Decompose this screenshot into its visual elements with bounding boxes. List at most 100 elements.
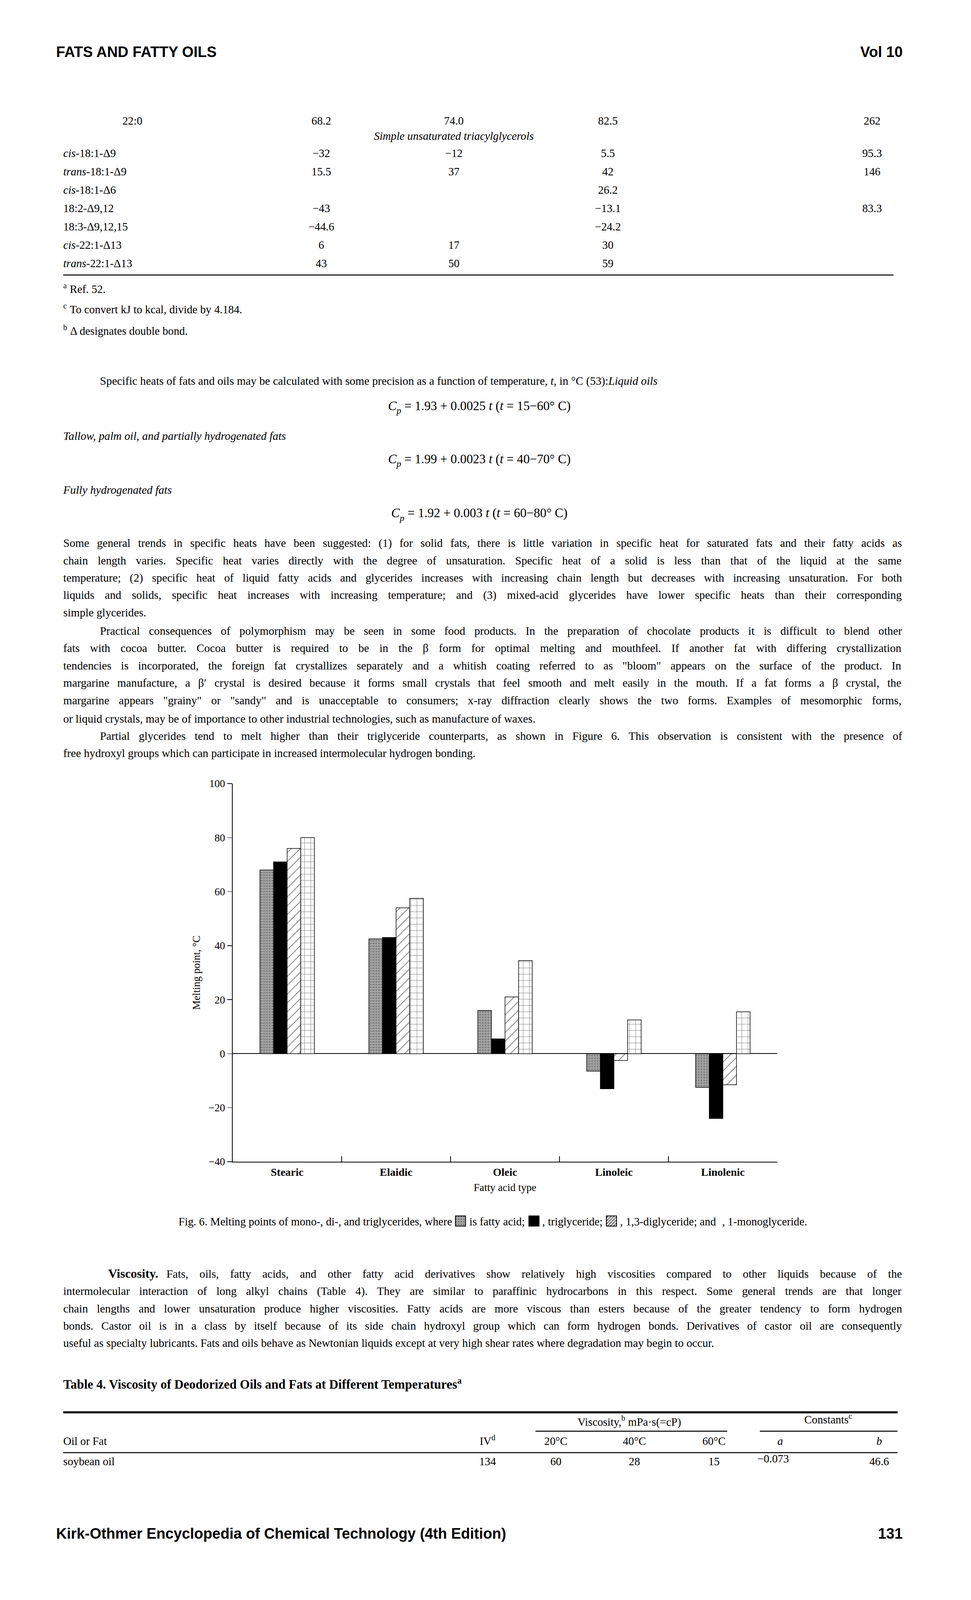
html-text:temperature; (2) specific heat: temperature; (2) specific heat of liquid…: [63, 571, 903, 584]
html-text:FATS AND FATTY OILS: FATS AND FATTY OILS: [56, 44, 217, 61]
html-text:simple glycerides.: simple glycerides.: [63, 606, 147, 619]
html-text:95.3: 95.3: [862, 146, 882, 159]
html-text:b Δ designates double bond.: b Δ designates double bond.: [63, 322, 188, 337]
html-text:−0.073: −0.073: [757, 1451, 789, 1464]
html-text:tendencies is incorporated, th: tendencies is incorporated, the foreign …: [63, 658, 902, 672]
svg-text:Stearic: Stearic: [270, 1165, 304, 1178]
html-text:Cp = 1.93 + 0.0025 t (t = 15−6: Cp = 1.93 + 0.0025 t (t = 15−60° C): [388, 398, 571, 416]
html-text:146: 146: [863, 164, 881, 178]
html-text:Simple unsaturated triacylglyc: Simple unsaturated triacylglycerols: [373, 129, 534, 142]
svg-text:40: 40: [214, 939, 226, 952]
html-text:Tallow, palm oil, and partiall: Tallow, palm oil, and partially hydrogen…: [63, 429, 286, 442]
svg-text:Oleic: Oleic: [492, 1165, 517, 1178]
html-text:intermolecular interaction of: intermolecular interaction of long alkyl…: [63, 1283, 902, 1297]
svg-text:−40: −40: [208, 1155, 225, 1167]
html-text:5.5: 5.5: [600, 146, 615, 159]
svg-text:80: 80: [214, 831, 226, 844]
svg-text:Linolenic: Linolenic: [700, 1165, 745, 1178]
html-text:Vol 10: Vol 10: [860, 44, 903, 61]
html-text:Practical consequences of poly: Practical consequences of polymorphism m…: [99, 623, 902, 637]
svg-text:Fatty acid type: Fatty acid type: [473, 1181, 537, 1193]
html-text:cis- 22:1-Δ13: cis- 22:1-Δ13: [63, 238, 122, 251]
html-text:18:3-Δ9,12,15: 18:3-Δ9,12,15: [63, 220, 128, 233]
html-text:15: 15: [708, 1454, 720, 1467]
html-text:43: 43: [315, 256, 327, 270]
svg-text:20: 20: [214, 993, 226, 1006]
html-text:Cp = 1.92 + 0.003 t (t = 60−80: Cp = 1.92 + 0.003 t (t = 60−80° C): [391, 505, 568, 523]
html-text:82.5: 82.5: [598, 113, 618, 127]
html-text:−12: −12: [445, 146, 463, 159]
html-text:15.5: 15.5: [311, 164, 332, 178]
html-text:68.2: 68.2: [311, 113, 332, 127]
html-text:74.0: 74.0: [444, 113, 464, 127]
html-text:bonds. Castor oil is in a clas: bonds. Castor oil is in a class by itsel…: [63, 1318, 902, 1332]
html-text:margarine appears "grainy" or: margarine appears "grainy" or "sandy" an…: [63, 693, 902, 707]
html-text:free hydroxyl groups which can: free hydroxyl groups which can participa…: [63, 746, 476, 759]
html-text:c To convert kJ to kcal, divid: c To convert kJ to kcal, divide by 4.184…: [63, 300, 243, 315]
html-text:42: 42: [602, 164, 614, 178]
svg-text:Linoleic: Linoleic: [595, 1165, 633, 1178]
html-text:chain lengths and lower unsatu: chain lengths and lower unsaturation pro…: [63, 1301, 903, 1314]
html-text:20°C: 20°C: [544, 1433, 568, 1447]
html-text:useful as specialty lubricants: useful as specialty lubricants. Fats and…: [63, 1336, 715, 1349]
html-text:−32: −32: [312, 146, 331, 159]
html-text:−13.1: −13.1: [594, 201, 621, 214]
html-text:, 1,3-diglyceride; and: , 1,3-diglyceride; and: [620, 1214, 716, 1227]
svg-text:Melting point, °C: Melting point, °C: [190, 935, 203, 1010]
html-text:30: 30: [602, 238, 614, 251]
html-text:Kirk-Othmer Encyclopedia of Ch: Kirk-Othmer Encyclopedia of Chemical Tec…: [56, 1524, 507, 1542]
html-text:60°C: 60°C: [702, 1433, 726, 1447]
svg-text:60: 60: [214, 885, 226, 898]
html-text:IVd: IVd: [479, 1432, 496, 1447]
svg-text:−20: −20: [208, 1101, 225, 1114]
html-text:17: 17: [448, 238, 460, 251]
html-text:Constantsc: Constantsc: [804, 1410, 853, 1425]
html-text:6: 6: [318, 238, 325, 251]
html-text:−44.6: −44.6: [308, 220, 335, 233]
html-text:−43: −43: [312, 201, 331, 214]
html-text:Specific heats of fats and oil: Specific heats of fats and oils may be c…: [99, 373, 658, 387]
html-text:131: 131: [877, 1524, 903, 1542]
html-text:, 1-monoglyceride.: , 1-monoglyceride.: [722, 1214, 808, 1227]
html-text:50: 50: [448, 256, 460, 270]
html-text:59: 59: [602, 256, 614, 270]
html-text:Oil or Fat: Oil or Fat: [63, 1433, 107, 1447]
html-text:trans- 18:1-Δ9: trans- 18:1-Δ9: [63, 164, 127, 178]
html-text:26.2: 26.2: [598, 183, 618, 196]
html-text:Fully hydrogenated fats: Fully hydrogenated fats: [63, 483, 172, 496]
html-text:Fats, oils, fatty acids, and o: Fats, oils, fatty acids, and other fatty…: [166, 1266, 903, 1279]
svg-text:100: 100: [209, 777, 226, 790]
html-text:chain length varies. Specific: chain length varies. Specific heat varie…: [63, 553, 902, 566]
html-text:trans- 22:1-Δ13: trans- 22:1-Δ13: [63, 256, 133, 270]
html-text:37: 37: [448, 164, 460, 178]
html-text:is fatty acid;: is fatty acid;: [469, 1214, 525, 1227]
html-text:46.6: 46.6: [869, 1454, 890, 1467]
html-text:Table 4. Viscosity of Deodoriz: Table 4. Viscosity of Deodorized Oils an…: [63, 1374, 462, 1391]
html-text:Cp = 1.99 + 0.0023 t (t = 40−7: Cp = 1.99 + 0.0023 t (t = 40−70° C): [388, 451, 571, 469]
html-text:margarine manufacture, a β′ cr: margarine manufacture, a β′ crystal is d…: [63, 676, 902, 689]
html-text:Viscosity.: Viscosity.: [108, 1265, 159, 1280]
html-text:Some general trends in specifi: Some general trends in specific heats ha…: [63, 536, 902, 549]
html-text:18:2-Δ9,12: 18:2-Δ9,12: [63, 201, 114, 214]
html-text:60: 60: [550, 1454, 562, 1467]
html-text:cis- 18:1-Δ9: cis- 18:1-Δ9: [63, 146, 116, 159]
html-text:or liquid crystals, may be of: or liquid crystals, may be of importance…: [63, 711, 536, 724]
html-text:a Ref. 52.: a Ref. 52.: [63, 280, 106, 295]
html-text:262: 262: [863, 113, 881, 127]
html-text:cis- 18:1-Δ6: cis- 18:1-Δ6: [63, 183, 116, 196]
html-text:28: 28: [628, 1454, 641, 1467]
html-text:soybean oil: soybean oil: [63, 1454, 115, 1467]
html-text:Partial glycerides tend to mel: Partial glycerides tend to melt higher t…: [99, 729, 903, 742]
html-text:83.3: 83.3: [862, 201, 882, 214]
html-text:liquids and solids, specific h: liquids and solids, specific heat increa…: [63, 588, 902, 601]
html-text:−24.2: −24.2: [594, 220, 621, 233]
svg-text:Elaidic: Elaidic: [379, 1165, 413, 1178]
html-text:Fig. 6. Melting points of mono: Fig. 6. Melting points of mono-, di-, an…: [178, 1214, 453, 1227]
html-text:40°C: 40°C: [622, 1433, 647, 1447]
html-text:Viscosity,bmPa·s(=cP): Viscosity,bmPa·s(=cP): [577, 1412, 682, 1427]
html-text:fats with cocoa butter. Cocoa: fats with cocoa butter. Cocoa butter is …: [63, 641, 902, 654]
html-text:134: 134: [479, 1454, 496, 1467]
html-text:, triglyceride;: , triglyceride;: [542, 1214, 603, 1227]
html-text:22:0: 22:0: [122, 113, 143, 127]
svg-text:0: 0: [219, 1047, 226, 1060]
